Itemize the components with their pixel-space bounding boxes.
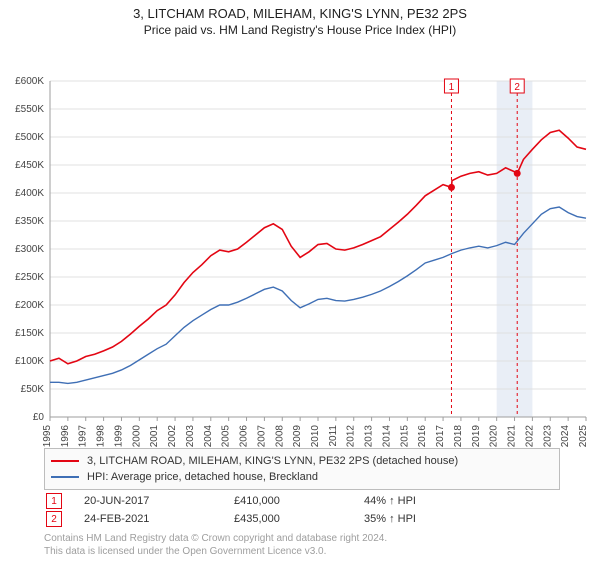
footer-attribution: Contains HM Land Registry data © Crown c… [44,532,387,558]
marker-row-2: 2 24-FEB-2021 £435,000 35% ↑ HPI [44,510,560,528]
svg-text:£550K: £550K [15,104,44,115]
svg-text:1: 1 [449,82,455,93]
marker-table: 1 20-JUN-2017 £410,000 44% ↑ HPI 2 24-FE… [44,492,560,528]
svg-text:£100K: £100K [15,356,44,367]
svg-text:2012: 2012 [346,425,357,448]
svg-text:2002: 2002 [167,425,178,448]
svg-text:£150K: £150K [15,328,44,339]
svg-text:2020: 2020 [489,425,500,448]
marker-date: 20-JUN-2017 [84,495,234,507]
svg-text:£50K: £50K [21,384,45,395]
svg-text:2014: 2014 [381,425,392,448]
svg-text:2013: 2013 [364,425,375,448]
svg-text:2011: 2011 [328,425,339,447]
legend-item-hpi: HPI: Average price, detached house, Brec… [51,469,553,485]
svg-text:£400K: £400K [15,188,44,199]
svg-text:2021: 2021 [507,425,518,448]
svg-text:£350K: £350K [15,216,44,227]
legend-swatch [51,476,79,478]
svg-text:1995: 1995 [42,425,53,448]
svg-text:2009: 2009 [292,425,303,448]
marker-row-1: 1 20-JUN-2017 £410,000 44% ↑ HPI [44,492,560,510]
svg-text:2007: 2007 [256,425,267,448]
svg-text:2003: 2003 [185,425,196,448]
svg-text:2018: 2018 [453,425,464,448]
svg-text:1997: 1997 [78,425,89,448]
svg-text:2025: 2025 [578,425,589,448]
svg-text:2004: 2004 [203,425,214,448]
svg-text:2000: 2000 [131,425,142,448]
svg-text:£600K: £600K [15,76,44,87]
svg-text:2010: 2010 [310,425,321,448]
svg-text:1998: 1998 [96,425,107,448]
svg-text:2005: 2005 [221,425,232,448]
svg-text:£250K: £250K [15,272,44,283]
marker-diff: 44% ↑ HPI [364,495,484,507]
legend-label: HPI: Average price, detached house, Brec… [87,471,318,483]
marker-price: £435,000 [234,513,364,525]
marker-badge: 1 [46,493,62,509]
chart-title: 3, LITCHAM ROAD, MILEHAM, KING'S LYNN, P… [0,6,600,21]
footer-line-2: This data is licensed under the Open Gov… [44,545,387,558]
svg-text:£300K: £300K [15,244,44,255]
marker-diff: 35% ↑ HPI [364,513,484,525]
svg-text:2017: 2017 [435,425,446,448]
svg-text:2015: 2015 [399,425,410,448]
svg-text:2024: 2024 [560,425,571,448]
svg-text:2008: 2008 [274,425,285,448]
marker-badge: 2 [46,511,62,527]
marker-date: 24-FEB-2021 [84,513,234,525]
svg-text:2: 2 [514,82,520,93]
marker-price: £410,000 [234,495,364,507]
legend: 3, LITCHAM ROAD, MILEHAM, KING'S LYNN, P… [44,448,560,490]
svg-text:2001: 2001 [149,425,160,448]
legend-swatch [51,460,79,462]
legend-item-price-paid: 3, LITCHAM ROAD, MILEHAM, KING'S LYNN, P… [51,453,553,469]
chart-subtitle: Price paid vs. HM Land Registry's House … [0,23,600,37]
svg-text:2019: 2019 [471,425,482,448]
svg-text:2022: 2022 [524,425,535,448]
svg-text:£200K: £200K [15,300,44,311]
svg-text:£500K: £500K [15,132,44,143]
svg-text:2006: 2006 [239,425,250,448]
svg-text:£450K: £450K [15,160,44,171]
svg-text:£0: £0 [33,412,45,423]
svg-text:1996: 1996 [60,425,71,448]
svg-text:2023: 2023 [542,425,553,448]
svg-text:2016: 2016 [417,425,428,448]
line-chart: £0 £50K £100K £150K £200K £250K £300K £350K £400… [0,37,600,473]
svg-text:1999: 1999 [113,425,124,448]
footer-line-1: Contains HM Land Registry data © Crown c… [44,532,387,545]
chart-container: { "title": "3, LITCHAM ROAD, MILEHAM, KI… [0,6,600,566]
legend-label: 3, LITCHAM ROAD, MILEHAM, KING'S LYNN, P… [87,455,458,467]
